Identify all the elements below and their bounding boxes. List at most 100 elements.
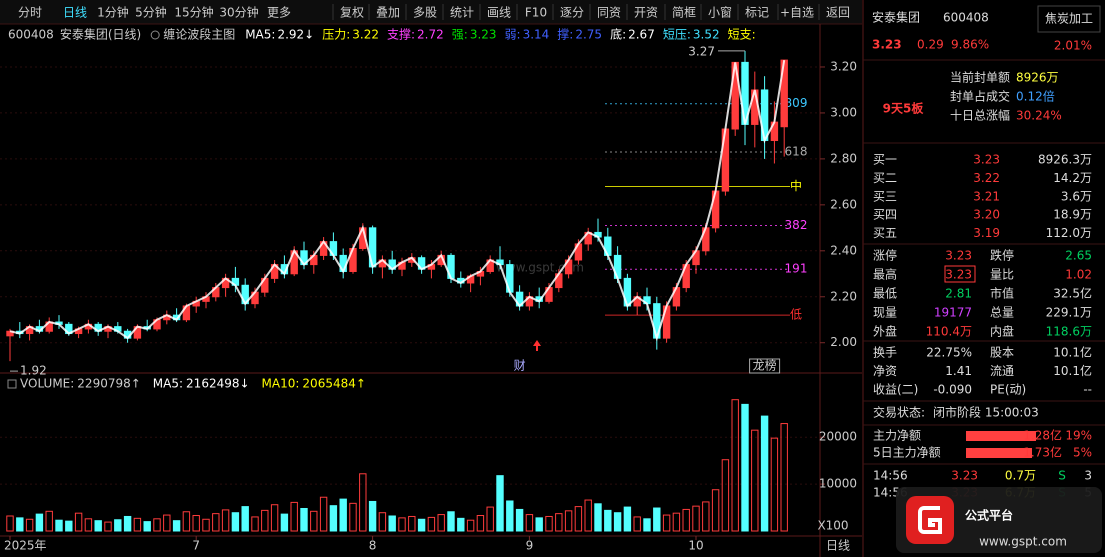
bid-label: 买一	[873, 153, 897, 167]
formula-name[interactable]: 缠论波段主图	[163, 27, 235, 42]
y-tick-label: 3.00	[830, 105, 857, 119]
indicator-value: 3.52	[693, 28, 720, 42]
stat-value: 3.23	[945, 249, 972, 263]
volume-bar	[702, 501, 710, 532]
status-label: 交易状态:	[873, 405, 925, 420]
volume-bar	[45, 510, 53, 532]
toolbar-button[interactable]: 小窗	[708, 6, 732, 20]
volume-header-label: MA5:	[153, 377, 183, 391]
bid-price: 3.19	[973, 226, 1000, 240]
stat-value: 110.4万	[926, 325, 972, 339]
toolbar-button[interactable]: 统计	[450, 6, 474, 20]
volume-bar	[506, 500, 514, 532]
volume-bar	[643, 518, 651, 532]
toolbar-button[interactable]: 返回	[826, 6, 850, 20]
volume-bar	[427, 516, 436, 532]
level-label: 低	[790, 308, 802, 322]
toolbar-tab[interactable]: 分时	[18, 6, 42, 20]
toolbar-button[interactable]: 简框	[672, 6, 696, 20]
volume-unit: X100	[817, 519, 848, 533]
volume-bar	[163, 514, 171, 532]
fund-label: PE(动)	[990, 383, 1026, 397]
volume-bar	[574, 506, 583, 532]
volume-bar	[721, 459, 730, 532]
sector-name[interactable]: 焦炭加工	[1045, 12, 1093, 26]
indicator-value: 2.72	[417, 28, 444, 42]
volume-bar	[339, 498, 347, 532]
toolbar-button[interactable]: F10	[525, 6, 547, 20]
toolbar-tab[interactable]: 更多	[267, 6, 291, 20]
volume-bar	[55, 519, 63, 532]
price-change-pct: 9.86%	[951, 38, 989, 52]
indicator-value: 3.22	[352, 28, 379, 42]
volume-bar	[123, 515, 132, 532]
fund-value: 22.75%	[926, 346, 972, 360]
stat-value: 1.02	[1065, 268, 1092, 282]
toolbar-button[interactable]: 叠加	[376, 6, 400, 20]
fund-value: 1.41	[945, 364, 972, 378]
toolbar-button[interactable]: +自选	[780, 6, 814, 20]
toolbar-tab[interactable]: 日线	[63, 6, 87, 20]
indicator-label: MA5:	[245, 28, 275, 42]
toolbar-button[interactable]: 复权	[340, 6, 364, 20]
fund-label: 收益(二)	[873, 383, 918, 397]
seal-label: 十日总涨幅	[950, 108, 1010, 123]
high-label: 3.27	[688, 44, 715, 58]
status-value: 闭市阶段 15:00:03	[933, 405, 1039, 420]
bid-volume: 14.2万	[1053, 171, 1092, 185]
x-tick-label: 9	[526, 539, 534, 553]
toolbar-tab[interactable]: 30分钟	[219, 5, 258, 20]
level-label: 618	[785, 145, 808, 159]
candle-body	[780, 59, 788, 128]
volume-bar	[143, 521, 151, 532]
fund-label: 流通	[990, 364, 1014, 378]
volume-bar	[378, 512, 387, 532]
stat-label: 现量	[873, 306, 897, 320]
volume-bar	[172, 520, 181, 532]
toolbar-button[interactable]: 开资	[634, 6, 658, 20]
fund-value: -0.090	[933, 383, 972, 397]
toolbar-tab[interactable]: 5分钟	[135, 5, 167, 20]
volume-bar	[398, 517, 406, 532]
fund-value: 10.1亿	[1053, 363, 1092, 378]
volume-bar	[535, 517, 543, 532]
last-price: 3.23	[872, 38, 902, 52]
volume-bar	[133, 517, 142, 532]
toolbar-tab[interactable]: 15分钟	[174, 5, 213, 20]
toolbar-tab[interactable]: 1分钟	[97, 5, 129, 20]
indicator-value: 2.75	[575, 28, 602, 42]
toolbar-button[interactable]: 标记	[745, 6, 769, 20]
limit-badge: 9天5板	[883, 101, 925, 116]
stat-value: 32.5亿	[1053, 286, 1092, 301]
x-tick-label: 8	[369, 539, 377, 553]
volume-bar	[153, 518, 161, 532]
indicator-label: 弱:	[505, 28, 521, 42]
volume-bar	[741, 403, 749, 532]
volume-bar	[545, 515, 553, 532]
volume-bar	[241, 506, 249, 532]
volume-bar	[65, 520, 73, 532]
bid-volume: 18.9万	[1053, 208, 1092, 222]
volume-bar	[555, 513, 563, 532]
toolbar-button[interactable]: 多股	[413, 6, 437, 20]
y-tick-label: 2.00	[830, 335, 857, 349]
volume-bar	[35, 513, 44, 532]
price-change: 0.29	[917, 38, 944, 52]
volume-header-label: VOLUME:	[20, 377, 74, 391]
toolbar-button[interactable]: 逐分	[560, 6, 584, 20]
toolbar-button[interactable]: 同资	[597, 6, 621, 20]
volume-bar	[104, 521, 112, 532]
toolbar-button[interactable]: 画线	[487, 6, 511, 20]
volume-header-value: 2065484↑	[302, 377, 366, 391]
stat-label: 内盘	[990, 324, 1014, 339]
volume-header-label: MA10:	[262, 377, 300, 391]
volume-bar	[408, 515, 416, 532]
seal-value: 8926万	[1016, 71, 1059, 85]
volume-bar	[633, 516, 641, 532]
bid-volume: 8926.3万	[1038, 153, 1092, 167]
volume-bar	[594, 503, 602, 532]
stat-value: 2.65	[1065, 249, 1092, 263]
volume-bar	[447, 511, 455, 532]
